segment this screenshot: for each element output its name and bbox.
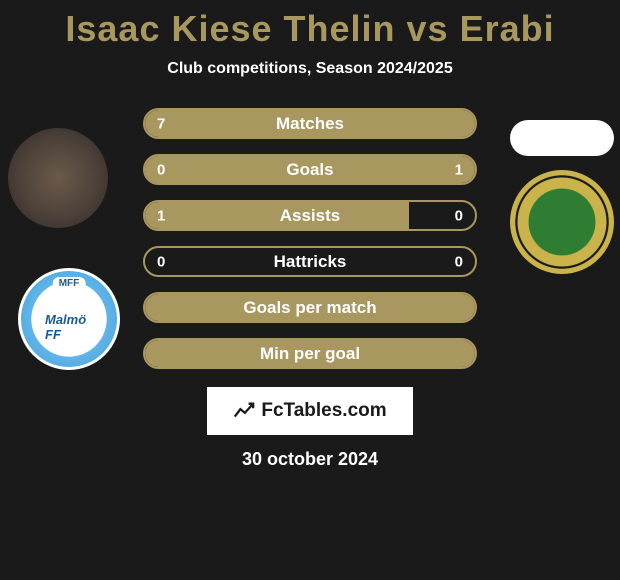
stat-row-assists: 1 Assists 0 xyxy=(143,200,477,231)
stat-value-left: 0 xyxy=(157,253,165,270)
stat-row-hattricks: 0 Hattricks 0 xyxy=(143,246,477,277)
footer-date: 30 october 2024 xyxy=(0,449,620,470)
stat-row-min-per-goal: Min per goal xyxy=(143,338,477,369)
page-title: Isaac Kiese Thelin vs Erabi xyxy=(0,0,620,50)
brand-badge: FcTables.com xyxy=(207,387,413,435)
stat-label: Hattricks xyxy=(274,252,347,272)
stat-label: Min per goal xyxy=(260,344,360,364)
stat-value-right: 0 xyxy=(455,253,463,270)
club-crest-left xyxy=(18,268,120,370)
stats-container: 7 Matches 0 Goals 1 1 Assists 0 0 Hattri… xyxy=(143,108,477,369)
stat-label: Assists xyxy=(280,206,340,226)
stat-row-goals: 0 Goals 1 xyxy=(143,154,477,185)
stat-label: Goals xyxy=(286,160,333,180)
stat-value-right: 0 xyxy=(455,207,463,224)
stat-label: Matches xyxy=(276,114,344,134)
brand-chart-icon xyxy=(233,400,255,422)
player-left-photo xyxy=(6,126,110,230)
stat-row-goals-per-match: Goals per match xyxy=(143,292,477,323)
stat-label: Goals per match xyxy=(243,298,376,318)
stat-value-left: 7 xyxy=(157,115,165,132)
content-area: 7 Matches 0 Goals 1 1 Assists 0 0 Hattri… xyxy=(0,108,620,470)
club-crest-right xyxy=(510,170,614,274)
stat-value-left: 0 xyxy=(157,161,165,178)
player-right-photo xyxy=(510,120,614,156)
stat-value-right: 1 xyxy=(455,161,463,178)
stat-row-matches: 7 Matches xyxy=(143,108,477,139)
brand-text: FcTables.com xyxy=(261,400,386,422)
stat-fill-left xyxy=(145,202,409,229)
stat-value-left: 1 xyxy=(157,207,165,224)
page-subtitle: Club competitions, Season 2024/2025 xyxy=(0,60,620,78)
